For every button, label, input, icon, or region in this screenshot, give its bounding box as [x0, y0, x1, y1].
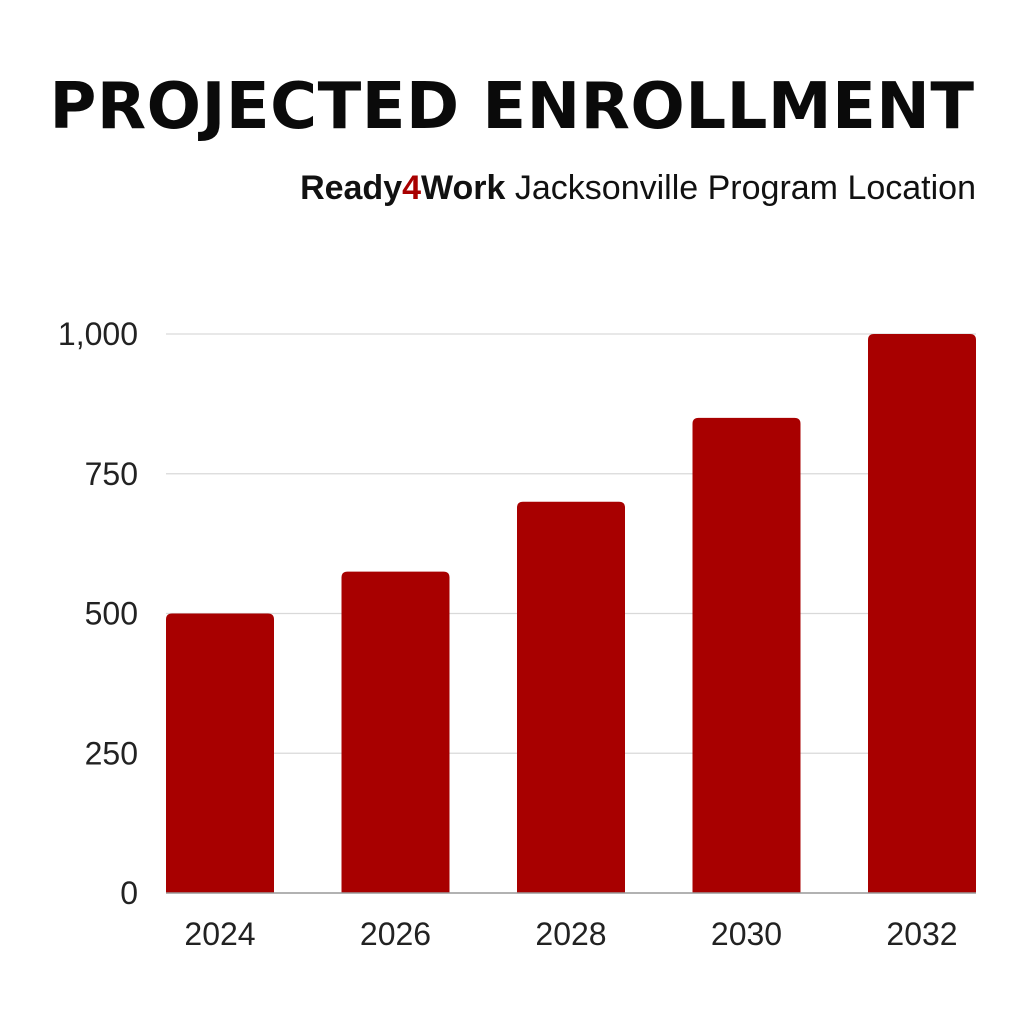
- bars: [166, 334, 976, 893]
- subtitle-location: Jacksonville Program Location: [505, 169, 976, 207]
- bar-2024: [166, 613, 274, 893]
- bar-2030: [692, 417, 801, 893]
- x-tick-label: 2030: [711, 916, 782, 952]
- y-tick-label: 750: [85, 456, 138, 492]
- tick-labels: 0 250 500 750 1,000 2024 2026 2028 2030 2032: [58, 316, 958, 952]
- x-tick-label: 2024: [184, 916, 255, 952]
- x-tick-label: 2028: [535, 916, 606, 952]
- y-tick-label: 500: [85, 596, 138, 632]
- grid-lines: [166, 333, 976, 754]
- bar-2032: [868, 334, 976, 893]
- x-tick-label: 2032: [886, 916, 957, 952]
- subtitle-brand-part2: Work: [421, 169, 506, 207]
- y-tick-label: 1,000: [58, 316, 138, 352]
- subtitle-brand-accent: 4: [402, 169, 422, 207]
- bar-2028: [517, 501, 625, 893]
- y-tick-label: 0: [120, 875, 138, 911]
- y-tick-label: 250: [85, 735, 138, 771]
- subtitle-brand-part1: Ready: [300, 169, 403, 207]
- x-tick-label: 2026: [360, 916, 431, 952]
- chart-subtitle: Ready4Work Jacksonville Program Location: [300, 166, 976, 210]
- bar-2026: [341, 571, 450, 893]
- chart-title: PROJECTED ENROLLMENT: [49, 70, 975, 144]
